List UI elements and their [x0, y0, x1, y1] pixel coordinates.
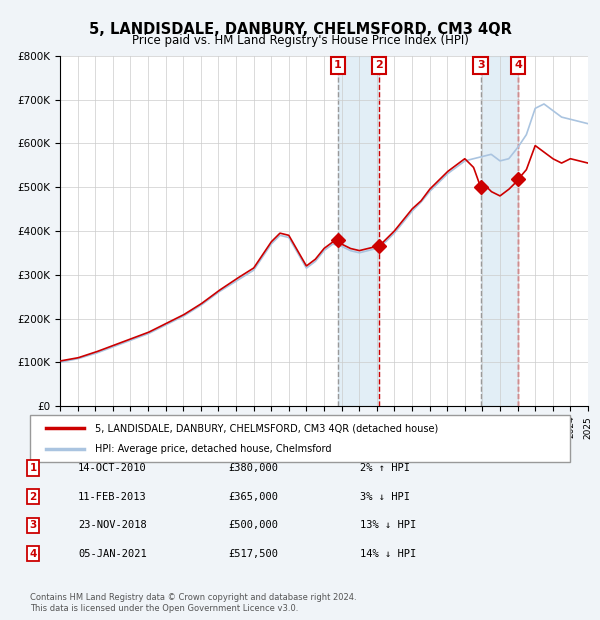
Text: 2% ↑ HPI: 2% ↑ HPI — [360, 463, 410, 473]
Text: £365,000: £365,000 — [228, 492, 278, 502]
Text: HPI: Average price, detached house, Chelmsford: HPI: Average price, detached house, Chel… — [95, 444, 331, 454]
Text: 1: 1 — [334, 60, 342, 70]
Text: £500,000: £500,000 — [228, 520, 278, 530]
Text: 3% ↓ HPI: 3% ↓ HPI — [360, 492, 410, 502]
Bar — [338, 56, 379, 406]
Text: £517,500: £517,500 — [228, 549, 278, 559]
Text: 05-JAN-2021: 05-JAN-2021 — [78, 549, 147, 559]
Text: 11-FEB-2013: 11-FEB-2013 — [78, 492, 147, 502]
FancyBboxPatch shape — [30, 415, 570, 462]
Text: 13% ↓ HPI: 13% ↓ HPI — [360, 520, 416, 530]
Text: 3: 3 — [477, 60, 484, 70]
Text: Price paid vs. HM Land Registry's House Price Index (HPI): Price paid vs. HM Land Registry's House … — [131, 34, 469, 47]
Text: Contains HM Land Registry data © Crown copyright and database right 2024.
This d: Contains HM Land Registry data © Crown c… — [30, 593, 356, 613]
Text: £380,000: £380,000 — [228, 463, 278, 473]
Text: 2: 2 — [375, 60, 383, 70]
Text: 14-OCT-2010: 14-OCT-2010 — [78, 463, 147, 473]
Bar — [481, 56, 518, 406]
Text: 14% ↓ HPI: 14% ↓ HPI — [360, 549, 416, 559]
Text: 1: 1 — [29, 463, 37, 473]
Text: 23-NOV-2018: 23-NOV-2018 — [78, 520, 147, 530]
Text: 2: 2 — [29, 492, 37, 502]
Text: 4: 4 — [514, 60, 522, 70]
Text: 3: 3 — [29, 520, 37, 530]
Text: 5, LANDISDALE, DANBURY, CHELMSFORD, CM3 4QR (detached house): 5, LANDISDALE, DANBURY, CHELMSFORD, CM3 … — [95, 423, 438, 433]
Text: 5, LANDISDALE, DANBURY, CHELMSFORD, CM3 4QR: 5, LANDISDALE, DANBURY, CHELMSFORD, CM3 … — [89, 22, 511, 37]
Text: 4: 4 — [29, 549, 37, 559]
